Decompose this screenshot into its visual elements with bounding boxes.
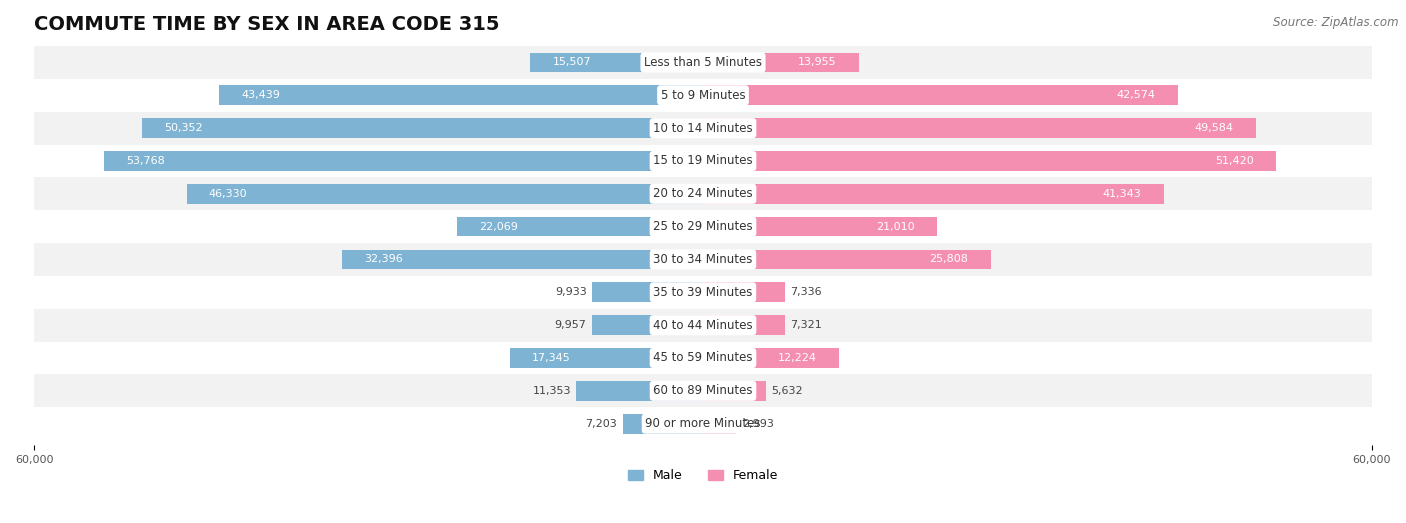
Text: 2,993: 2,993 [742,418,773,429]
Text: COMMUTE TIME BY SEX IN AREA CODE 315: COMMUTE TIME BY SEX IN AREA CODE 315 [34,15,499,34]
Text: 12,224: 12,224 [778,353,817,363]
Text: 53,768: 53,768 [127,156,165,166]
Bar [576,381,703,401]
Text: 42,574: 42,574 [1116,90,1156,100]
Text: 5 to 9 Minutes: 5 to 9 Minutes [661,89,745,102]
Text: 60 to 89 Minutes: 60 to 89 Minutes [654,384,752,397]
Text: 41,343: 41,343 [1102,189,1142,199]
Bar [703,118,1256,138]
Text: 17,345: 17,345 [531,353,571,363]
Text: 7,321: 7,321 [790,320,823,330]
Text: 22,069: 22,069 [479,222,519,232]
Text: 15 to 19 Minutes: 15 to 19 Minutes [654,154,752,167]
Bar [703,414,737,434]
Bar [34,112,1372,144]
Bar [34,309,1372,342]
Bar [510,348,703,368]
Text: 90 or more Minutes: 90 or more Minutes [645,417,761,430]
Bar [703,217,938,236]
Bar [34,144,1372,177]
Text: 7,336: 7,336 [790,287,823,297]
Text: 30 to 34 Minutes: 30 to 34 Minutes [654,253,752,266]
Text: 50,352: 50,352 [165,123,202,133]
Text: 5,632: 5,632 [772,386,803,396]
Bar [703,151,1277,171]
Text: 43,439: 43,439 [240,90,280,100]
Text: 7,203: 7,203 [585,418,617,429]
Bar [34,177,1372,210]
Text: 9,957: 9,957 [554,320,586,330]
Text: 32,396: 32,396 [364,255,404,265]
Bar [703,348,839,368]
Bar [703,85,1177,105]
Text: 49,584: 49,584 [1194,123,1233,133]
Bar [34,374,1372,407]
Bar [34,342,1372,374]
Bar [142,118,703,138]
Bar [219,85,703,105]
Text: 45 to 59 Minutes: 45 to 59 Minutes [654,351,752,365]
Text: 25,808: 25,808 [929,255,969,265]
Bar [34,407,1372,440]
Bar [703,249,991,269]
Bar [34,46,1372,79]
Bar [34,79,1372,112]
Bar [34,210,1372,243]
Bar [592,315,703,335]
Text: 25 to 29 Minutes: 25 to 29 Minutes [654,220,752,233]
Bar [187,184,703,203]
Text: Source: ZipAtlas.com: Source: ZipAtlas.com [1274,16,1399,29]
Bar [34,243,1372,276]
Bar [592,282,703,302]
Text: 21,010: 21,010 [876,222,915,232]
Bar [703,315,785,335]
Bar [703,381,766,401]
Bar [457,217,703,236]
Legend: Male, Female: Male, Female [623,464,783,487]
Bar [703,184,1164,203]
Text: 11,353: 11,353 [533,386,571,396]
Bar [623,414,703,434]
Text: Less than 5 Minutes: Less than 5 Minutes [644,56,762,69]
Bar [104,151,703,171]
Text: 9,933: 9,933 [555,287,586,297]
Bar [703,282,785,302]
Bar [34,276,1372,309]
Text: 40 to 44 Minutes: 40 to 44 Minutes [654,319,752,332]
Text: 10 to 14 Minutes: 10 to 14 Minutes [654,122,752,134]
Text: 46,330: 46,330 [209,189,247,199]
Text: 15,507: 15,507 [553,58,591,67]
Text: 51,420: 51,420 [1215,156,1254,166]
Bar [342,249,703,269]
Bar [703,53,859,72]
Bar [530,53,703,72]
Text: 13,955: 13,955 [797,58,837,67]
Text: 35 to 39 Minutes: 35 to 39 Minutes [654,286,752,299]
Text: 20 to 24 Minutes: 20 to 24 Minutes [654,187,752,200]
